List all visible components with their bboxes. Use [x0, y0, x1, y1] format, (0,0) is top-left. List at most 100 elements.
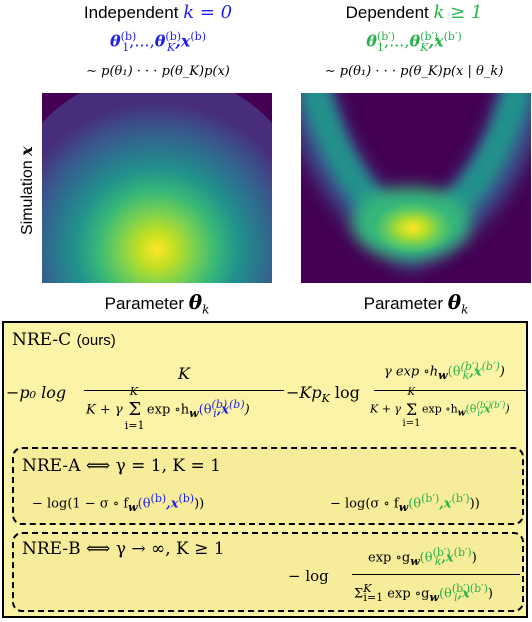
nre-c-term1-fraction-bar: [84, 390, 284, 392]
close-paren: ): [505, 402, 510, 416]
kp-prefix: −Kp: [286, 383, 322, 402]
nre-a-title: NRE-A ⟺ γ = 1, K = 1: [22, 456, 222, 476]
theta-symbol: (θ: [408, 496, 422, 512]
sample-superscript: (b′): [421, 492, 440, 505]
density-core: [373, 202, 453, 254]
nre-c-title: NRE-C: [12, 330, 72, 350]
density-blob: [42, 93, 272, 283]
left-title-math: k = 0: [183, 2, 233, 23]
dependent-heatmap: [301, 93, 531, 283]
ellipsis: ,...,: [129, 31, 155, 51]
sample-superscript: (b′): [481, 360, 500, 373]
x-symbol: ,x: [428, 31, 444, 51]
index-subscript: i: [453, 590, 458, 604]
sample-superscript: (b′): [451, 492, 470, 505]
nre-c-heading: NRE-C (ours): [12, 330, 116, 350]
weights: w: [398, 500, 409, 514]
sample-superscript: (b′): [469, 582, 488, 595]
weights: w: [457, 408, 466, 419]
nre-c-term2-denominator: K + γ K Σ i=1 exp ∘hw(θ(b′)i,x(b′)): [370, 387, 510, 429]
independent-heatmap: [42, 93, 272, 283]
sum-operator: K Σ i=1: [125, 385, 145, 432]
kp-subscript: K: [321, 392, 330, 406]
index-subscript: k: [462, 368, 470, 382]
sample-superscript: (b′): [376, 30, 396, 43]
right-title-math: k ≥ 1: [433, 2, 483, 23]
theta-symbol: (θ: [438, 586, 452, 602]
close-paren: )): [469, 496, 480, 512]
nre-c-term1-denominator: K + γ K Σ i=1 exp ∘hw(θ(b)i,x(b)): [86, 385, 250, 432]
theta-symbol: θ: [110, 31, 121, 51]
nre-c-term1-prefix: −p₀ log: [6, 383, 67, 402]
nre-b-fraction-bar: [352, 574, 520, 576]
x-symbol: ,x: [469, 364, 482, 380]
index-subscript: 1: [122, 40, 130, 54]
sample-superscript: (b): [178, 492, 195, 505]
weights: w: [410, 554, 420, 568]
index-subscript: k: [434, 554, 442, 568]
x-label-text: Parameter: [363, 294, 443, 313]
x-label-text: Parameter: [104, 294, 184, 313]
nre-a-left-term: − log(1 − σ ∘ fw(θ(b),x(b))): [32, 492, 204, 514]
sample-superscript: (b): [190, 30, 206, 43]
close-paren: ): [471, 550, 477, 566]
theta-symbol: (θ: [465, 402, 477, 416]
right-samples: θ(b′)1,...,θ(b′)K,x(b′): [296, 30, 532, 54]
nre-c-suffix: (ours): [76, 332, 116, 349]
close-paren: ): [487, 586, 493, 602]
x-symbol: ,x: [166, 496, 179, 512]
nre-b-denominator: ΣKi=1 exp ∘gw(θ(b′)i,x(b′)): [354, 582, 493, 604]
exp-g: exp ∘g: [383, 586, 430, 602]
sample-superscript: (b′): [490, 400, 506, 411]
index-subscript: K: [420, 40, 429, 54]
theta-symbol: (θ: [419, 550, 433, 566]
exp-h: exp ∘h: [146, 402, 190, 418]
theta-symbol: θ: [366, 31, 377, 51]
y-axis-label-math: x: [17, 146, 36, 156]
theta-symbol: (θ: [447, 364, 461, 380]
sum-symbol: Σ: [354, 586, 364, 602]
nre-c-term2-numerator: γ exp ∘hw(θ(b′)k,x(b′)): [384, 360, 505, 382]
exp-g: exp ∘g: [368, 550, 411, 566]
log-text: log: [334, 383, 360, 402]
sample-superscript: (b): [228, 398, 245, 411]
x-symbol: ,x: [457, 586, 470, 602]
den-constant: K + γ: [370, 402, 402, 416]
sum-upper: K: [363, 582, 372, 595]
right-distribution: ∼ p(θ₁) · · · p(θ_K)p(x | θ_k): [324, 64, 504, 79]
sample-superscript: (b′): [451, 582, 470, 595]
x-symbol: ,x: [439, 496, 452, 512]
index-subscript: K: [167, 40, 176, 54]
sum-symbol: Σ: [405, 400, 418, 419]
sum-upper: K: [407, 387, 415, 398]
left-panel-title: Independent k = 0: [40, 2, 276, 23]
theta-symbol: (θ: [137, 496, 151, 512]
gamma-exp-h: γ exp ∘h: [384, 364, 439, 380]
x-label-subscript: k: [202, 302, 210, 317]
theta-symbol: θ: [409, 31, 421, 51]
nre-c-term1-numerator: K: [178, 364, 190, 383]
exp-h: exp ∘h: [422, 402, 458, 416]
right-x-axis-label: Parameter θk: [301, 290, 531, 316]
sum-upper: K: [129, 385, 138, 399]
sum-symbol: Σ: [128, 399, 142, 421]
sum-lower: i=1: [363, 590, 384, 604]
sample-superscript: (b): [211, 398, 228, 411]
nre-b-box: [12, 532, 524, 612]
x-symbol: ,x: [480, 402, 491, 416]
theta-symbol: (θ: [198, 402, 212, 418]
sample-superscript: (b′): [476, 400, 492, 411]
right-panel-title: Dependent k ≥ 1: [296, 2, 532, 23]
theta-symbol: θ: [154, 31, 166, 51]
nre-a-box: [12, 447, 524, 525]
y-axis-label-text: Simulation: [19, 160, 36, 235]
sample-superscript: (b′): [453, 546, 472, 559]
x-symbol: ,x: [175, 31, 191, 51]
sample-superscript: (b): [120, 30, 137, 43]
index-subscript: i: [477, 408, 481, 419]
sum-operator: K Σ i=1: [403, 387, 421, 429]
close-paren: ): [499, 364, 505, 380]
left-x-axis-label: Parameter θk: [42, 290, 272, 316]
nre-a-right-term: − log(σ ∘ fw(θ(b′),x(b′))): [330, 492, 480, 514]
log-sigma: − log(1 − σ ∘ f: [32, 496, 129, 512]
